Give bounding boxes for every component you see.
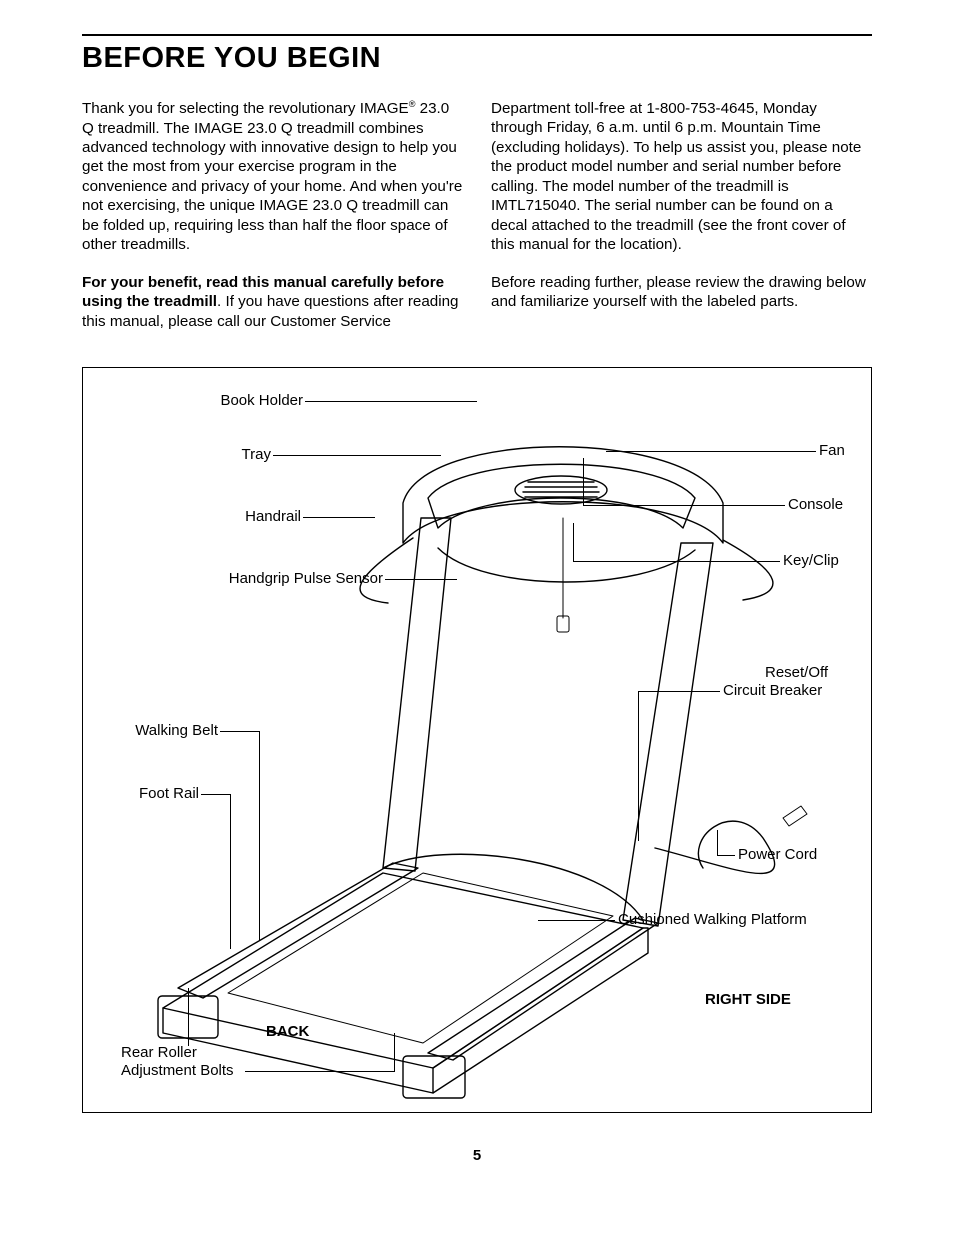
review-paragraph: Before reading further, please review th… [491,273,872,312]
intro-text-b: 23.0 Q treadmill. The IMAGE 23.0 Q tread… [82,100,462,253]
leader-keyclip [573,561,780,562]
label-tray: Tray [103,446,271,463]
intro-paragraph: Thank you for selecting the revolutionar… [82,99,463,255]
label-console: Console [788,496,843,513]
label-reset-line1: Reset/Off [765,664,828,681]
label-foot-rail: Foot Rail [103,785,199,802]
leader-console-v [583,458,584,505]
read-manual-paragraph: For your benefit, read this manual caref… [82,273,463,331]
leader-book-holder [305,401,477,402]
leader-reset-v [638,691,639,841]
leader-rear-roller-b-h [245,1071,395,1072]
text-columns: Thank you for selecting the revolutionar… [82,99,872,349]
label-walking-belt: Walking Belt [103,722,218,739]
label-book-holder: Book Holder [103,392,303,409]
label-rear-roller-line1: Rear Roller [121,1044,197,1061]
leader-foot-rail-v [230,794,231,949]
leader-tray [273,455,441,456]
column-right: Department toll-free at 1-800-753-4645, … [491,99,872,349]
label-back: BACK [266,1023,309,1040]
column-left: Thank you for selecting the revolutionar… [82,99,463,349]
leader-reset-h [638,691,720,692]
leader-walking-belt-v [259,731,260,941]
leader-rear-roller-a [188,988,189,1046]
leader-keyclip-v [573,523,574,561]
leader-power-h [717,855,735,856]
leader-fan [606,451,816,452]
leader-walking-belt-h [220,731,260,732]
diagram-container: Book Holder Tray Handrail Handgrip Pulse… [82,367,872,1113]
label-cushioned-platform: Cushioned Walking Platform [618,911,807,928]
label-reset-line2: Circuit Breaker [723,682,822,699]
leader-power-v [717,830,718,855]
leader-cushioned [538,920,615,921]
service-paragraph: Department toll-free at 1-800-753-4645, … [491,99,872,255]
page-container: BEFORE YOU BEGIN Thank you for selecting… [0,0,954,1204]
leader-rear-roller-b-v [394,1033,395,1071]
label-key-clip: Key/Clip [783,552,839,569]
page-number: 5 [82,1147,872,1164]
label-fan: Fan [819,442,845,459]
leader-foot-rail-h [201,794,231,795]
intro-text-a: Thank you for selecting the revolutionar… [82,100,409,117]
label-rear-roller-line2: Adjustment Bolts [121,1062,234,1079]
leader-handgrip [385,579,457,580]
page-heading: BEFORE YOU BEGIN [82,42,872,75]
label-power-cord: Power Cord [738,846,817,863]
label-handgrip-pulse-sensor: Handgrip Pulse Sensor [103,570,383,587]
leader-console [583,505,785,506]
label-handrail: Handrail [103,508,301,525]
label-right-side: RIGHT SIDE [705,991,791,1008]
top-rule [82,34,872,36]
leader-handrail [303,517,375,518]
